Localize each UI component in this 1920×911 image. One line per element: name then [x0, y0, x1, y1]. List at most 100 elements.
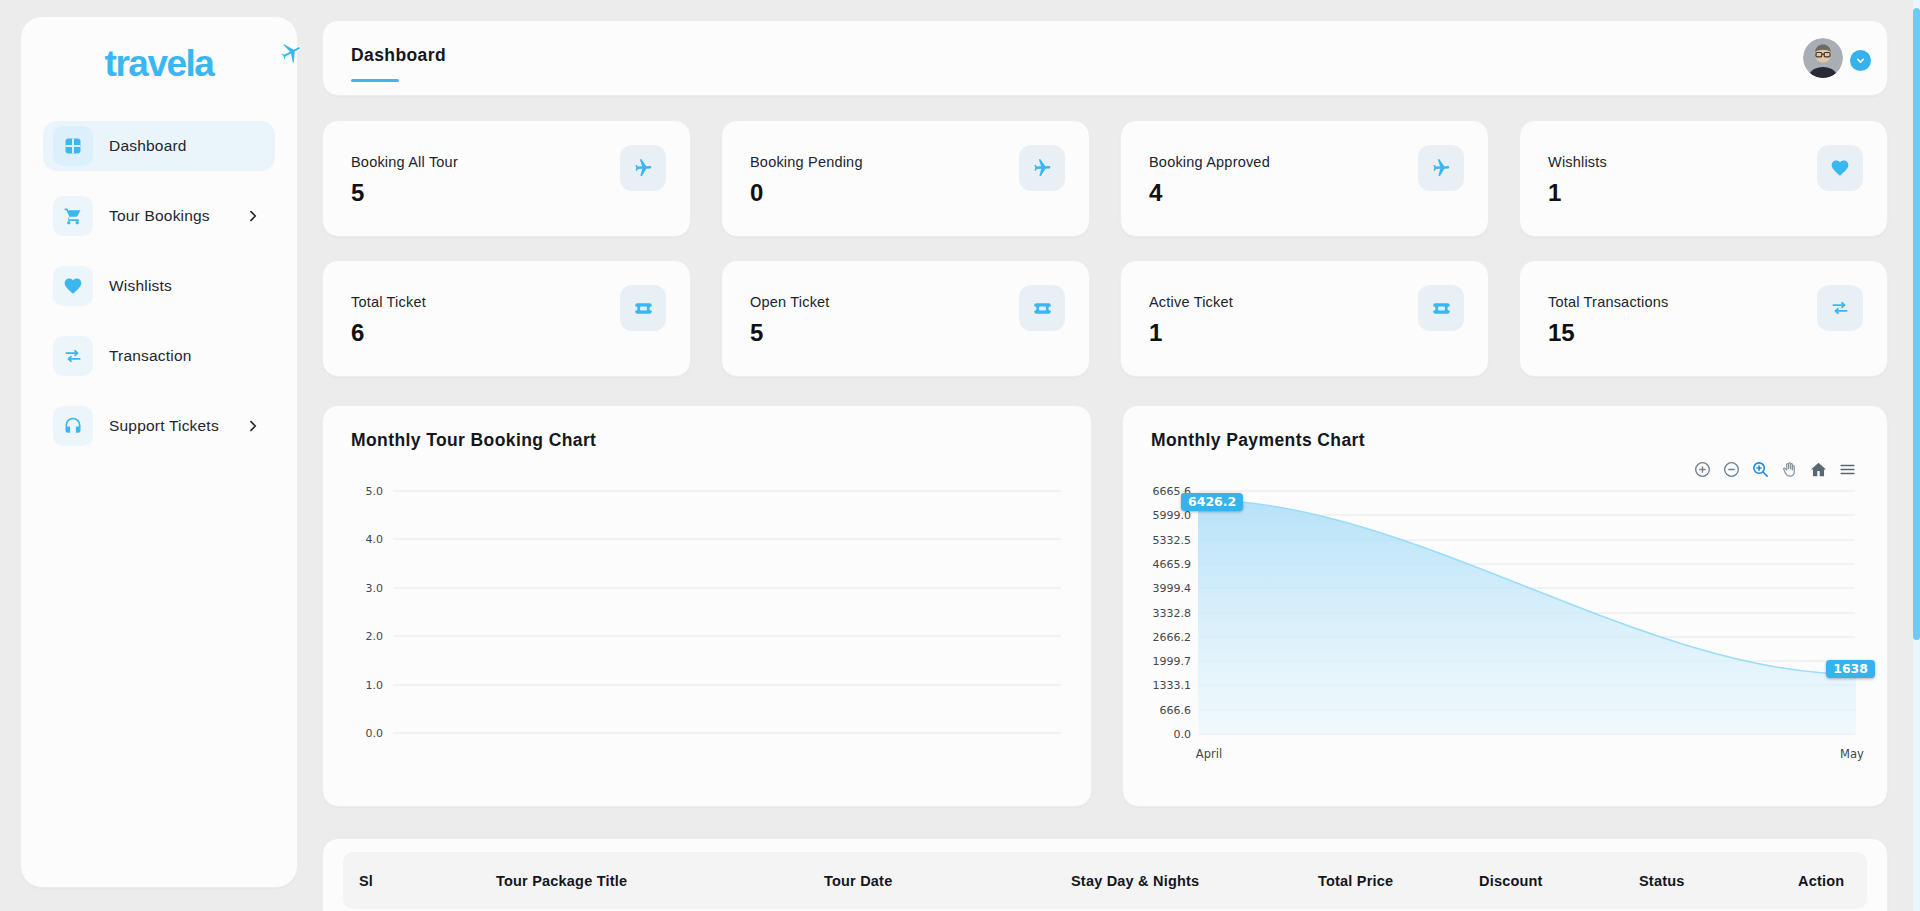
stat-card-active-ticket[interactable]: Active Ticket 1 [1120, 260, 1489, 377]
page-scrollbar-track[interactable] [1913, 0, 1920, 911]
chevron-down-icon[interactable] [1850, 50, 1871, 71]
cart-icon [53, 196, 93, 236]
column-header-stay-day-nights: Stay Day & Nights [1071, 873, 1318, 889]
brand-logo[interactable]: travela [21, 43, 297, 95]
column-header-status: Status [1639, 873, 1798, 889]
stat-label: Active Ticket [1149, 294, 1233, 310]
stat-value: 1 [1149, 319, 1162, 347]
transfer-icon [53, 336, 93, 376]
chart-toolbar [1693, 460, 1857, 479]
chevron-right-icon [245, 418, 261, 434]
stat-label: Total Transactions [1548, 294, 1668, 310]
column-header-discount: Discount [1479, 873, 1639, 889]
title-underline [351, 79, 399, 82]
page-scrollbar-thumb[interactable] [1913, 8, 1920, 640]
transfer-icon [1817, 285, 1863, 331]
sidebar-menu: Dashboard Tour Bookings Wishlists [21, 95, 297, 451]
user-avatar-photo[interactable] [1803, 38, 1843, 78]
sidebar-item-label: Dashboard [109, 137, 187, 155]
sidebar-item-wishlists[interactable]: Wishlists [43, 261, 275, 311]
ticket-icon [1019, 285, 1065, 331]
y-gridline: 0.0 [355, 727, 1061, 740]
y-tick-label: 4665.9 [1147, 558, 1191, 571]
column-header-tour-package-title: Tour Package Title [496, 873, 824, 889]
bookings-table-card: Sl Tour Package Title Tour Date Stay Day… [322, 838, 1888, 911]
y-tick-label: 1999.7 [1147, 655, 1191, 668]
dashboard-grid-icon [53, 126, 93, 166]
monthly-tour-booking-chart-card: Monthly Tour Booking Chart 5.0 4.0 3.0 2… [322, 405, 1092, 807]
stat-value: 5 [750, 319, 763, 347]
sidebar-item-support-tickets[interactable]: Support Tickets [43, 401, 275, 451]
stat-card-booking-pending[interactable]: Booking Pending 0 [721, 120, 1090, 237]
x-tick-label: April [1196, 747, 1222, 761]
stat-label: Booking All Tour [351, 154, 458, 170]
stat-value: 6 [351, 319, 364, 347]
headset-icon [53, 406, 93, 446]
stat-value: 1 [1548, 179, 1561, 207]
ticket-icon [620, 285, 666, 331]
sidebar-item-dashboard[interactable]: Dashboard [43, 121, 275, 171]
data-point-label: 6426.2 [1181, 493, 1243, 511]
table-header-row: Sl Tour Package Title Tour Date Stay Day… [343, 852, 1867, 909]
plane-icon [275, 40, 307, 66]
ticket-icon [1418, 285, 1464, 331]
stat-value: 15 [1548, 319, 1575, 347]
brand-logo-text: travela [105, 43, 214, 85]
stat-value: 0 [750, 179, 763, 207]
chart-title: Monthly Payments Chart [1151, 430, 1365, 451]
column-header-action: Action [1798, 873, 1851, 889]
stat-label: Booking Approved [1149, 154, 1270, 170]
plane-icon [1418, 145, 1464, 191]
y-tick-label: 3999.4 [1147, 582, 1191, 595]
stat-label: Total Ticket [351, 294, 426, 310]
stat-value: 4 [1149, 179, 1162, 207]
chevron-right-icon [245, 208, 261, 224]
y-gridline: 2.0 [355, 630, 1061, 643]
sidebar-item-transaction[interactable]: Transaction [43, 331, 275, 381]
selection-zoom-icon[interactable] [1751, 460, 1770, 479]
y-tick-label: 0.0 [355, 727, 383, 740]
stat-value: 5 [351, 179, 364, 207]
y-tick-label: 5.0 [355, 485, 383, 498]
stat-card-total-ticket[interactable]: Total Ticket 6 [322, 260, 691, 377]
stat-label: Open Ticket [750, 294, 830, 310]
data-point-label: 1638 [1826, 660, 1875, 678]
sidebar: travela Dashboard Tour Bookings [20, 16, 298, 888]
stat-label: Booking Pending [750, 154, 863, 170]
y-tick-label: 666.6 [1147, 704, 1191, 717]
stat-label: Wishlists [1548, 154, 1607, 170]
heart-icon [1817, 145, 1863, 191]
sidebar-item-label: Transaction [109, 347, 192, 365]
y-tick-label: 1333.1 [1147, 679, 1191, 692]
stat-card-total-transactions[interactable]: Total Transactions 15 [1519, 260, 1888, 377]
sidebar-item-label: Wishlists [109, 277, 172, 295]
y-tick-label: 4.0 [355, 533, 383, 546]
zoom-in-icon[interactable] [1693, 460, 1712, 479]
menu-icon[interactable] [1838, 460, 1857, 479]
home-icon[interactable] [1809, 460, 1828, 479]
stat-card-wishlists[interactable]: Wishlists 1 [1519, 120, 1888, 237]
y-tick-label: 0.0 [1147, 728, 1191, 741]
plane-icon [1019, 145, 1065, 191]
x-tick-label: May [1840, 747, 1864, 761]
heart-icon [53, 266, 93, 306]
column-header-sl: Sl [359, 873, 496, 889]
y-gridline: 5.0 [355, 485, 1061, 498]
sidebar-item-tour-bookings[interactable]: Tour Bookings [43, 191, 275, 241]
y-tick-label: 5332.5 [1147, 534, 1191, 547]
column-header-tour-date: Tour Date [824, 873, 1071, 889]
header-bar: Dashboard [322, 20, 1888, 96]
zoom-out-icon[interactable] [1722, 460, 1741, 479]
stat-card-booking-all-tour[interactable]: Booking All Tour 5 [322, 120, 691, 237]
page-title: Dashboard [351, 45, 446, 66]
y-tick-label: 3332.8 [1147, 607, 1191, 620]
sidebar-item-label: Support Tickets [109, 417, 219, 435]
stat-card-open-ticket[interactable]: Open Ticket 5 [721, 260, 1090, 377]
column-header-total-price: Total Price [1318, 873, 1479, 889]
stat-card-booking-approved[interactable]: Booking Approved 4 [1120, 120, 1489, 237]
sidebar-item-label: Tour Bookings [109, 207, 210, 225]
pan-icon[interactable] [1780, 460, 1799, 479]
y-tick-label: 2666.2 [1147, 631, 1191, 644]
y-tick-label: 2.0 [355, 630, 383, 643]
monthly-payments-chart-card: Monthly Payments Chart 6665.6 5999.0 533… [1122, 405, 1888, 807]
